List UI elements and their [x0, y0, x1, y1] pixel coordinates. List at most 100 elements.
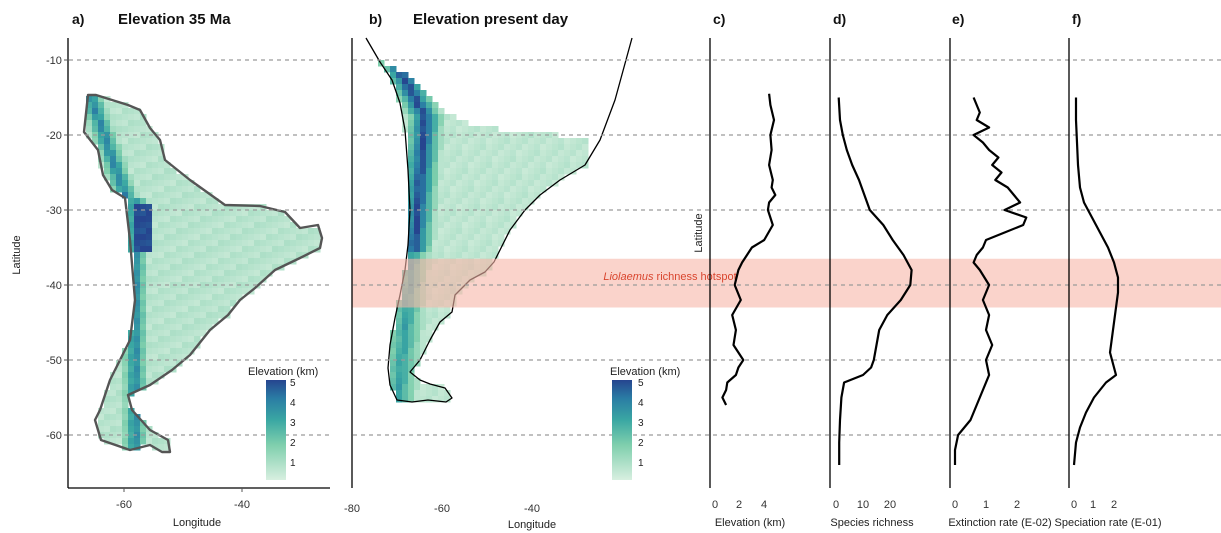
elevation-cell: [194, 294, 201, 301]
elevation-cell: [134, 432, 141, 439]
elevation-cell: [218, 306, 225, 313]
elevation-cell: [498, 210, 505, 217]
elevation-cell: [432, 156, 439, 163]
elevation-cell: [176, 186, 183, 193]
elevation-cell: [152, 138, 159, 145]
elevation-cell: [206, 210, 213, 217]
elevation-cell: [140, 270, 147, 277]
elevation-cell: [420, 204, 427, 211]
elevation-cell: [176, 306, 183, 313]
elevation-cell: [408, 120, 415, 127]
elevation-cell: [402, 360, 409, 367]
elevation-cell: [200, 282, 207, 289]
elevation-cell: [546, 144, 553, 151]
elevation-cell: [164, 264, 171, 271]
elevation-cell: [164, 306, 171, 313]
elevation-cell: [212, 222, 219, 229]
elevation-cell: [290, 222, 297, 229]
elevation-cell: [212, 204, 219, 211]
elevation-cell: [146, 276, 153, 283]
elevation-cell: [432, 222, 439, 229]
elevation-cell: [260, 258, 267, 265]
elevation-cell: [110, 390, 117, 397]
elevation-cell: [140, 138, 147, 145]
elevation-cell: [444, 186, 451, 193]
elevation-cell: [248, 258, 255, 265]
elevation-cell: [498, 228, 505, 235]
hotspot-label: Liolaemus richness hotspot: [603, 271, 736, 283]
elevation-cell: [438, 234, 445, 241]
elevation-cell: [176, 180, 183, 187]
elevation-cell: [182, 240, 189, 247]
elevation-cell: [122, 384, 129, 391]
elevation-cell: [116, 102, 123, 109]
elevation-cell: [444, 252, 451, 259]
elevation-cell: [420, 138, 427, 145]
elevation-cell: [86, 126, 93, 133]
elevation-cell: [182, 282, 189, 289]
elevation-cell: [486, 150, 493, 157]
elevation-cell: [170, 360, 177, 367]
elevation-cell: [528, 192, 535, 199]
elevation-cell: [200, 294, 207, 301]
elevation-cell: [194, 288, 201, 295]
elevation-cell: [146, 324, 153, 331]
elevation-cell: [516, 168, 523, 175]
elevation-cell: [188, 180, 195, 187]
elevation-cell: [134, 192, 141, 199]
elevation-cell: [420, 342, 427, 349]
elevation-cell: [266, 270, 273, 277]
elevation-cell: [236, 222, 243, 229]
elevation-cell: [146, 246, 153, 253]
elevation-cell: [146, 336, 153, 343]
elevation-cell: [140, 324, 147, 331]
elevation-cell: [266, 252, 273, 259]
elevation-cell: [498, 222, 505, 229]
elevation-cell: [474, 156, 481, 163]
elevation-cell: [402, 354, 409, 361]
elevation-cell: [302, 246, 309, 253]
elevation-cell: [104, 126, 111, 133]
elevation-cell: [158, 342, 165, 349]
elevation-cell: [134, 156, 141, 163]
elevation-cell: [248, 282, 255, 289]
elevation-cell: [164, 228, 171, 235]
elevation-cell: [140, 276, 147, 283]
elevation-cell: [194, 204, 201, 211]
elevation-cell: [194, 222, 201, 229]
elevation-cell: [104, 408, 111, 415]
elevation-cell: [128, 426, 135, 433]
elevation-cell: [188, 186, 195, 193]
elevation-cell: [444, 204, 451, 211]
elevation-cell: [194, 330, 201, 337]
elevation-cell: [110, 396, 117, 403]
elevation-cell: [146, 366, 153, 373]
elevation-cell: [582, 156, 589, 163]
elevation-cell: [414, 180, 421, 187]
elevation-cell: [158, 168, 165, 175]
elevation-cell: [158, 162, 165, 169]
elevation-cell: [260, 270, 267, 277]
elevation-cell: [110, 162, 117, 169]
elevation-cell: [122, 108, 129, 115]
elevation-cell: [480, 252, 487, 259]
elevation-cell: [468, 198, 475, 205]
ytick-label: -60: [46, 430, 62, 442]
elevation-cell: [266, 234, 273, 241]
elevation-cell: [170, 306, 177, 313]
elevation-cell: [414, 210, 421, 217]
elevation-cell: [444, 240, 451, 247]
elevation-cell: [396, 342, 403, 349]
elevation-cell: [212, 294, 219, 301]
elevation-cell: [152, 366, 159, 373]
elevation-cell: [528, 174, 535, 181]
elevation-cell: [278, 246, 285, 253]
elevation-cell: [540, 186, 547, 193]
elevation-cell: [128, 438, 135, 445]
elevation-cell: [462, 198, 469, 205]
elevation-cell: [408, 108, 415, 115]
elevation-cell: [212, 234, 219, 241]
elevation-cell: [408, 198, 415, 205]
elevation-cell: [408, 150, 415, 157]
elevation-cell: [438, 252, 445, 259]
